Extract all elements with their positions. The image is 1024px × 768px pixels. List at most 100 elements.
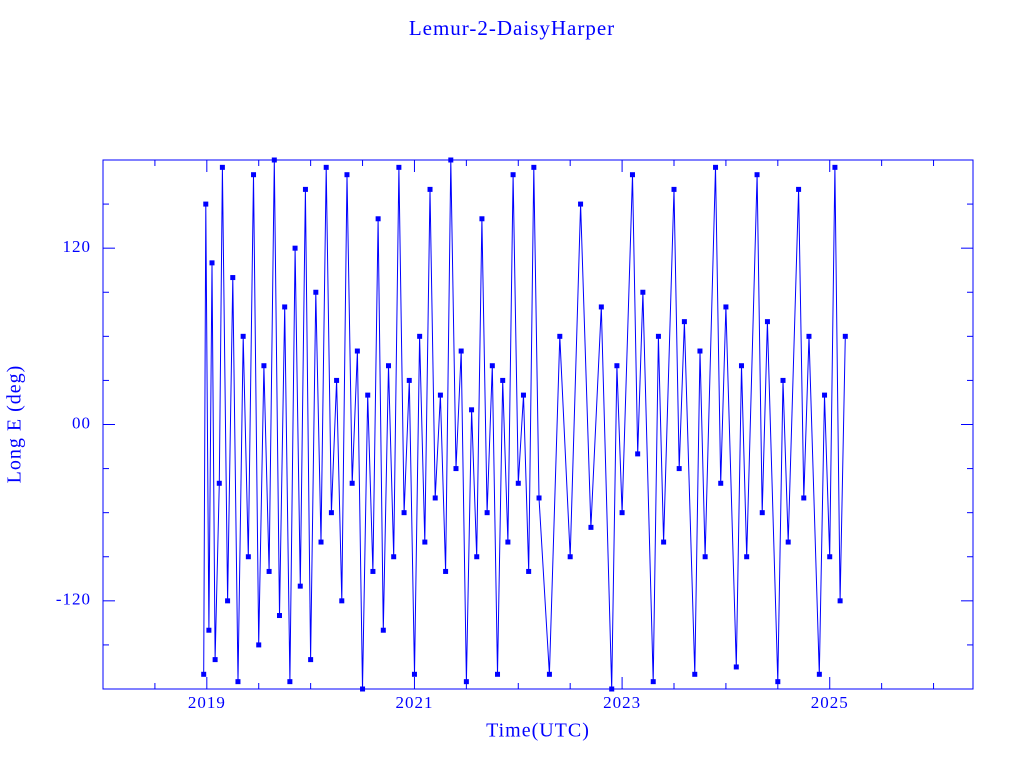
data-point — [453, 466, 459, 472]
data-point — [235, 679, 241, 685]
data-point — [598, 304, 604, 310]
data-point — [261, 363, 267, 369]
data-point — [391, 554, 397, 560]
data-point — [443, 568, 449, 574]
data-point — [578, 201, 584, 207]
data-point — [354, 348, 360, 354]
data-point — [484, 510, 490, 516]
data-point — [546, 671, 552, 677]
data-point — [469, 407, 475, 413]
data-point — [692, 671, 698, 677]
data-point — [209, 260, 215, 266]
y-tick-label: 120 — [63, 237, 92, 256]
data-point — [796, 186, 802, 192]
data-point — [697, 348, 703, 354]
data-point — [380, 627, 386, 633]
data-point — [370, 568, 376, 574]
data-point — [401, 510, 407, 516]
x-tick-label: 2019 — [188, 693, 226, 712]
data-point — [212, 657, 218, 663]
data-point — [245, 554, 251, 560]
chart-title: Lemur-2-DaisyHarper — [409, 16, 615, 40]
data-point — [842, 333, 848, 339]
data-point — [422, 539, 428, 545]
y-tick-label: -120 — [56, 590, 91, 609]
data-point — [526, 568, 532, 574]
data-point — [702, 554, 708, 560]
data-point — [785, 539, 791, 545]
data-point — [718, 480, 724, 486]
data-point — [375, 216, 381, 222]
x-tick-label: 2025 — [811, 693, 849, 712]
x-axis-label: Time(UTC) — [486, 720, 590, 742]
data-point — [510, 172, 516, 178]
data-point — [201, 671, 207, 677]
data-point — [474, 554, 480, 560]
data-point — [308, 657, 314, 663]
data-point — [764, 319, 770, 325]
data-point — [411, 671, 417, 677]
data-point — [318, 539, 324, 545]
data-point — [489, 363, 495, 369]
data-point — [302, 186, 308, 192]
data-point — [448, 157, 454, 163]
data-point — [713, 164, 719, 170]
data-point — [251, 172, 257, 178]
y-axis-label: Long E (deg) — [4, 365, 26, 484]
data-point — [276, 613, 282, 619]
data-point — [495, 671, 501, 677]
data-point — [334, 377, 340, 383]
data-point — [520, 392, 526, 398]
data-point — [458, 348, 464, 354]
data-point — [292, 245, 298, 251]
data-point — [256, 642, 262, 648]
data-point — [432, 495, 438, 501]
data-point — [328, 510, 334, 516]
data-point — [671, 186, 677, 192]
data-point — [505, 539, 511, 545]
data-point — [230, 275, 236, 281]
data-point — [822, 392, 828, 398]
data-point — [206, 627, 212, 633]
data-point — [427, 186, 433, 192]
data-point — [396, 164, 402, 170]
data-point — [266, 568, 272, 574]
data-point — [640, 289, 646, 295]
data-point — [297, 583, 303, 589]
data-point — [557, 333, 563, 339]
data-line — [203, 159, 846, 690]
data-point — [531, 164, 537, 170]
data-point — [832, 164, 838, 170]
data-point — [837, 598, 843, 604]
data-point — [271, 157, 277, 163]
data-point — [225, 598, 231, 604]
data-point — [806, 333, 812, 339]
data-point — [219, 164, 225, 170]
data-point — [216, 480, 222, 486]
x-tick-label: 2021 — [395, 693, 433, 712]
data-point — [816, 671, 822, 677]
data-point — [567, 554, 573, 560]
data-point — [780, 377, 786, 383]
data-point — [349, 480, 355, 486]
data-point — [386, 363, 392, 369]
data-point — [479, 216, 485, 222]
data-point — [463, 679, 469, 685]
data-point — [437, 392, 443, 398]
data-point — [733, 664, 739, 670]
data-point — [282, 304, 288, 310]
data-point — [827, 554, 833, 560]
data-point — [635, 451, 641, 457]
x-tick-label: 2023 — [603, 693, 641, 712]
data-point — [723, 304, 729, 310]
data-point — [754, 172, 760, 178]
data-point — [406, 377, 412, 383]
data-point — [801, 495, 807, 501]
data-point — [360, 686, 366, 692]
data-point — [738, 363, 744, 369]
data-point — [323, 164, 329, 170]
y-tick-label: 00 — [72, 413, 91, 432]
data-point — [365, 392, 371, 398]
data-point — [515, 480, 521, 486]
